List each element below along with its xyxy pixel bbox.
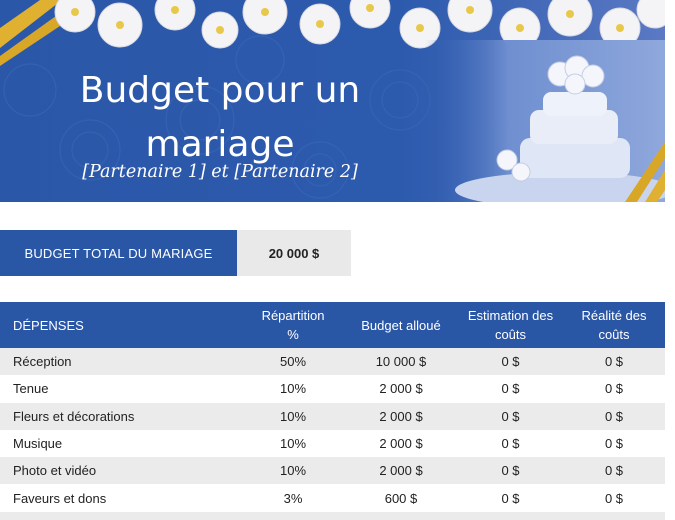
- flower-garland-image: [0, 0, 665, 66]
- table-row: Photo et vidéo 10% 2 000 $ 0 $ 0 $: [0, 457, 665, 485]
- cell-allocated[interactable]: 600 $: [384, 490, 418, 506]
- page-subtitle: [Partenaire 1] et [Partenaire 2]: [82, 162, 358, 182]
- cell-percent[interactable]: 10%: [279, 436, 307, 452]
- total-budget-value[interactable]: 20 000 $: [237, 230, 351, 276]
- table-header: DÉPENSES Répartition % Budget alloué Est…: [0, 302, 665, 348]
- table-row: Musique 10% 2 000 $ 0 $ 0 $: [0, 430, 665, 457]
- header-actual: Réalité des coûts: [581, 308, 647, 342]
- cell-expense[interactable]: Musique: [13, 436, 63, 452]
- cell-percent[interactable]: 50%: [279, 354, 307, 370]
- table-row: Réception 50% 10 000 $ 0 $ 0 $: [0, 348, 665, 376]
- page-title: Budget pour un mariage: [79, 70, 361, 165]
- wedding-cake-image: [425, 40, 665, 202]
- cell-estimate[interactable]: 0 $: [501, 436, 520, 452]
- cell-estimate[interactable]: 0 $: [501, 354, 520, 370]
- cell-allocated[interactable]: 2 000 $: [379, 436, 423, 452]
- cell-percent[interactable]: 10%: [279, 381, 307, 397]
- cell-percent[interactable]: 10%: [279, 463, 307, 479]
- header-banner: Budget pour un mariage [Partenaire 1] et…: [0, 0, 665, 202]
- header-percent: Répartition %: [261, 308, 325, 342]
- cell-allocated[interactable]: 10 000 $: [375, 354, 427, 370]
- cell-actual[interactable]: 0 $: [604, 490, 624, 506]
- cell-estimate[interactable]: 0 $: [501, 408, 520, 424]
- cell-percent[interactable]: 10%: [279, 408, 307, 424]
- total-budget-label: BUDGET TOTAL DU MARIAGE: [0, 230, 237, 276]
- table-row: Fleurs et décorations 10% 2 000 $ 0 $ 0 …: [0, 402, 665, 430]
- table-row: Tenue 10% 2 000 $ 0 $ 0 $: [0, 375, 665, 402]
- table-row: Faveurs et dons 3% 600 $ 0 $ 0 $: [0, 484, 665, 511]
- header-allocated: Budget alloué: [361, 317, 441, 333]
- cell-actual[interactable]: 0 $: [604, 408, 624, 424]
- header-expenses: DÉPENSES: [13, 317, 84, 333]
- expenses-table: DÉPENSES Répartition % Budget alloué Est…: [0, 302, 665, 520]
- cell-allocated[interactable]: 2 000 $: [379, 408, 423, 424]
- header-estimate: Estimation des coûts: [467, 308, 554, 342]
- cell-allocated[interactable]: 2 000 $: [379, 463, 423, 479]
- cell-expense[interactable]: Photo et vidéo: [13, 463, 97, 479]
- cell-actual[interactable]: 0 $: [604, 463, 624, 479]
- cell-actual[interactable]: 0 $: [604, 381, 624, 397]
- cell-expense[interactable]: Fleurs et décorations: [13, 408, 135, 424]
- cell-allocated[interactable]: 2 000 $: [379, 381, 423, 397]
- cell-estimate[interactable]: 0 $: [501, 463, 520, 479]
- cell-estimate[interactable]: 0 $: [501, 490, 520, 506]
- cell-percent[interactable]: 3%: [283, 490, 303, 506]
- cell-expense[interactable]: Réception: [13, 354, 72, 370]
- cell-expense[interactable]: Tenue: [13, 381, 49, 397]
- cell-estimate[interactable]: 0 $: [501, 381, 520, 397]
- cell-actual[interactable]: 0 $: [604, 436, 624, 452]
- table-row-partial: [0, 511, 665, 520]
- cell-actual[interactable]: 0 $: [604, 354, 624, 370]
- cell-expense[interactable]: Faveurs et dons: [13, 490, 107, 506]
